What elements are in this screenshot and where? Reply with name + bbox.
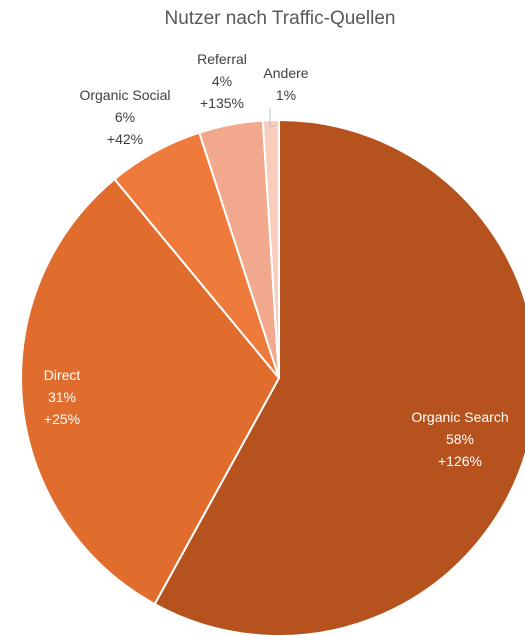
label-percent: 1% (276, 87, 296, 103)
label-percent: 4% (212, 73, 232, 89)
data-label-direct: Direct 31% +25% (44, 367, 81, 427)
label-percent: 6% (115, 109, 135, 125)
label-change: +42% (107, 131, 143, 147)
label-change: +126% (438, 453, 482, 469)
data-label-organic-social: Organic Social 6% +42% (79, 87, 170, 147)
data-label-referral: Referral 4% +135% (197, 51, 247, 111)
label-name: Organic Search (411, 409, 508, 425)
label-name: Referral (197, 51, 247, 67)
label-name: Direct (44, 367, 81, 383)
label-name: Andere (263, 65, 308, 81)
label-change: +135% (200, 95, 244, 111)
data-label-andere: Andere 1% (263, 65, 308, 103)
leader-line-andere (269, 108, 275, 127)
data-label-organic-search: Organic Search 58% +126% (411, 409, 508, 469)
chart-title: Nutzer nach Traffic-Quellen (164, 8, 396, 29)
pie-slice-andere (261, 118, 280, 379)
label-change: +25% (44, 411, 80, 427)
label-percent: 31% (48, 389, 76, 405)
label-name: Organic Social (79, 87, 170, 103)
label-percent: 58% (446, 431, 474, 447)
pie-slice-direct (20, 177, 281, 606)
